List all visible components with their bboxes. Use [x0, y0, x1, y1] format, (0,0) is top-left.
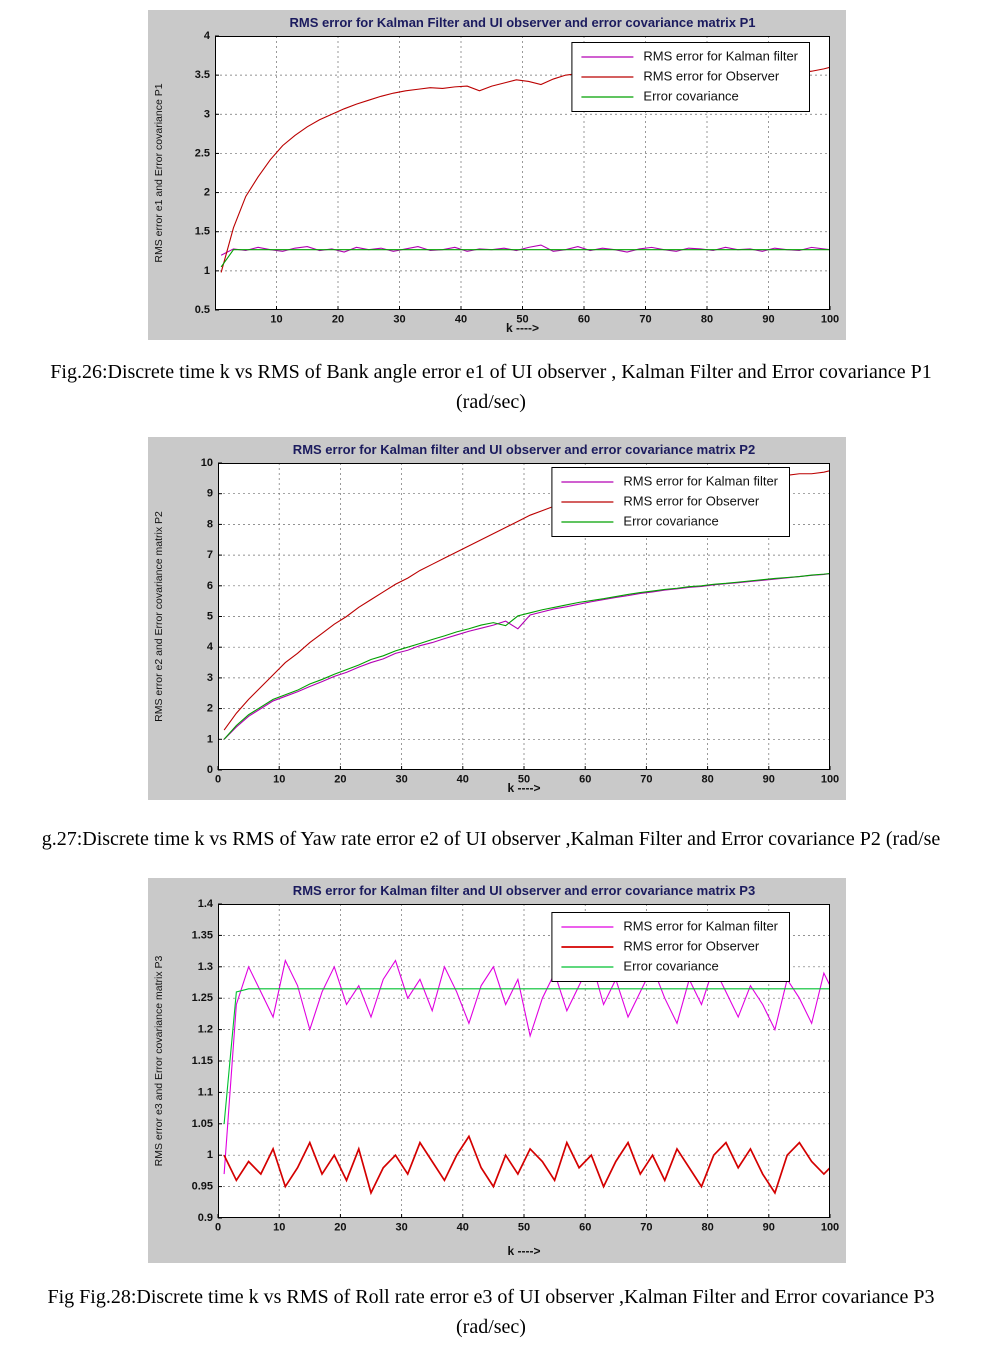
rms-error-p2-chart-canvas	[148, 437, 846, 800]
figure-27-caption: g.27:Discrete time k vs RMS of Yaw rate …	[41, 828, 941, 850]
caption-line: Fig.26:Discrete time k vs RMS of Bank an…	[50, 361, 932, 383]
figure-26-chart-panel	[148, 10, 846, 340]
figure-28-caption: Fig Fig.28:Discrete time k vs RMS of Rol…	[0, 1282, 982, 1342]
caption-line: (rad/sec)	[456, 1316, 526, 1338]
rms-error-p1-chart-canvas	[148, 10, 846, 340]
rms-error-p3-chart-canvas	[148, 878, 846, 1263]
figure-28-chart-panel	[148, 878, 846, 1263]
caption-line: Fig Fig.28:Discrete time k vs RMS of Rol…	[47, 1286, 935, 1308]
figure-26-caption: Fig.26:Discrete time k vs RMS of Bank an…	[0, 357, 982, 417]
figure-27-chart-panel	[148, 437, 846, 800]
caption-line: (rad/sec)	[456, 391, 526, 413]
